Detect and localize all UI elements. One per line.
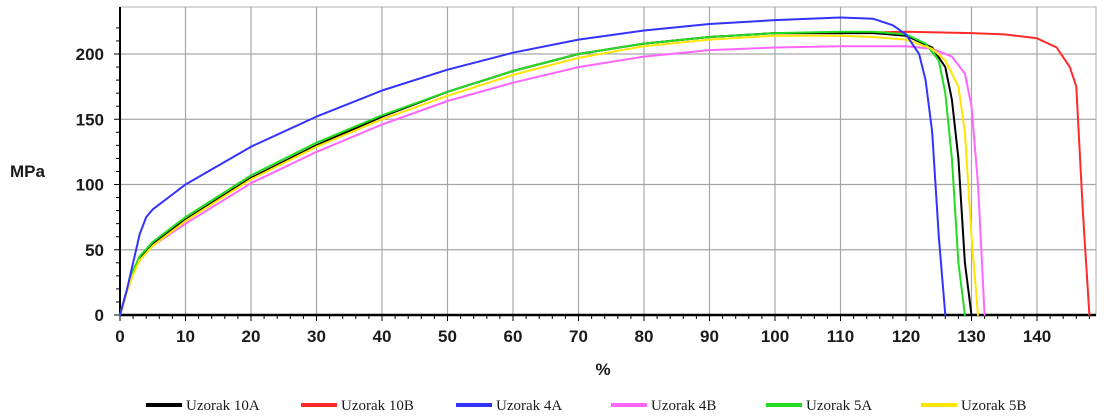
x-tick-label: 100 [761,327,789,346]
x-tick-label: 120 [892,327,920,346]
legend-label: Uzorak 5A [806,398,872,414]
legend-label: Uzorak 10A [186,398,260,414]
x-tick-label: 90 [700,327,719,346]
y-tick-label: 150 [76,110,104,129]
legend-item: Uzorak 10A [146,398,260,414]
x-tick-label: 130 [957,327,985,346]
x-tick-label: 40 [373,327,392,346]
legend-item: Uzorak 5B [921,398,1026,414]
axes [114,7,1096,321]
x-tick-label: 0 [115,327,124,346]
y-tick-label: 200 [76,45,104,64]
series-line-uzorak-5b [119,34,979,316]
y-tick-label: 0 [95,306,104,325]
x-tick-label: 50 [438,327,457,346]
y-tick-label: 50 [85,241,104,260]
x-tick-label: 140 [1023,327,1051,346]
legend-item: Uzorak 10B [301,398,414,414]
x-tick-label: 20 [242,327,261,346]
series-line-uzorak-5a [119,30,966,316]
legend-label: Uzorak 4A [496,398,562,414]
x-tick-label: 70 [569,327,588,346]
legend-label: Uzorak 5B [961,398,1026,414]
legend-item: Uzorak 5A [766,398,872,414]
y-tick-labels: 0 50 100 150 200 [76,45,104,325]
x-tick-label: 80 [635,327,654,346]
y-tick-label: 100 [76,176,104,195]
x-tick-label: 110 [827,327,854,346]
x-tick-label: 30 [307,327,326,346]
legend-label: Uzorak 4B [651,398,716,414]
series-layer [119,16,1091,316]
series-line-uzorak-4a [119,16,947,316]
legend-item: Uzorak 4A [456,398,562,414]
x-tick-label: 10 [176,327,195,346]
legend-item: Uzorak 4B [611,398,716,414]
x-tick-labels: 0 10 20 30 40 50 60 70 80 90 100 110 120 130 140 [115,327,1051,346]
x-axis-label: % [595,360,610,379]
y-axis-label: MPa [10,162,46,181]
legend-label: Uzorak 10B [341,398,414,414]
grid [120,7,1096,315]
x-tick-label: 60 [504,327,523,346]
legend: Uzorak 10A Uzorak 10B Uzorak 4A Uzorak 4B Uz… [146,398,1026,414]
